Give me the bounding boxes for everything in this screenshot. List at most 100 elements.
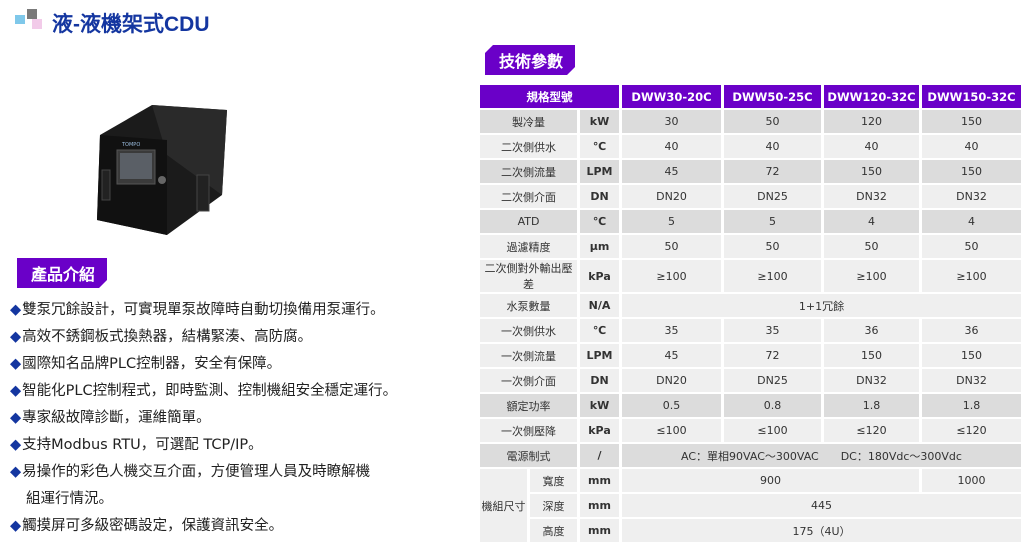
feature-text: 專家級故障診斷，運維簡單。 — [22, 410, 211, 426]
intro-section-tag: 產品介紹 — [17, 258, 107, 288]
feature-item: ◆觸摸屏可多級密碼設定，保護資訊安全。 — [10, 513, 397, 540]
table-cell: 150 — [922, 160, 1021, 183]
table-row: 二次側對外輸出壓差 kPa ≥100 ≥100 ≥100 ≥100 — [480, 260, 1021, 292]
table-cell: 寬度 — [530, 469, 577, 492]
table-cell: 二次側對外輸出壓差 — [480, 260, 577, 292]
table-cell: mm — [580, 494, 619, 517]
table-cell: kPa — [580, 419, 619, 442]
table-cell: 機組尺寸 — [480, 469, 527, 542]
table-cell: 0.8 — [724, 394, 821, 417]
table-cell: 50 — [724, 110, 821, 133]
table-cell: DN32 — [824, 185, 919, 208]
table-cell: 35 — [724, 319, 821, 342]
table-cell: 0.5 — [622, 394, 721, 417]
table-cell: 150 — [824, 344, 919, 367]
table-cell: 一次側供水 — [480, 319, 577, 342]
table-cell: 5 — [724, 210, 821, 233]
table-cell: 175（4U） — [622, 519, 1021, 542]
table-cell: DN20 — [622, 369, 721, 392]
table-header-cell: DWW50-25C — [724, 85, 821, 108]
table-cell: 額定功率 — [480, 394, 577, 417]
table-cell: ℃ — [580, 135, 619, 158]
feature-item: ◆國際知名品牌PLC控制器，安全有保障。 — [10, 351, 397, 378]
feature-list: ◆雙泵冗餘設計，可實現單泵故障時自動切換備用泵運行。 ◆高效不銹鋼板式換熱器，結構… — [10, 297, 397, 540]
table-cell: DN25 — [724, 185, 821, 208]
table-cell: 1+1冗餘 — [622, 294, 1021, 317]
feature-item: ◆易操作的彩色人機交互介面，方便管理人員及時瞭解機 — [10, 459, 397, 486]
table-row: 一次側介面 DN DN20 DN25 DN32 DN32 — [480, 369, 1021, 392]
table-cell: 水泵數量 — [480, 294, 577, 317]
table-cell: 一次側流量 — [480, 344, 577, 367]
table-cell: 1000 — [922, 469, 1021, 492]
table-cell: 120 — [824, 110, 919, 133]
table-cell: 36 — [824, 319, 919, 342]
table-cell: kW — [580, 110, 619, 133]
table-cell: mm — [580, 519, 619, 542]
table-cell: DN32 — [922, 369, 1021, 392]
table-cell: 30 — [622, 110, 721, 133]
diamond-bullet-icon: ◆ — [10, 356, 22, 372]
table-cell: N/A — [580, 294, 619, 317]
feature-text: 組運行情況。 — [26, 491, 113, 507]
table-cell: ≥100 — [724, 260, 821, 292]
logo-icon — [15, 9, 43, 31]
feature-item: ◆專家級故障診斷，運維簡單。 — [10, 405, 397, 432]
table-cell: DN25 — [724, 369, 821, 392]
diamond-bullet-icon: ◆ — [10, 383, 22, 399]
diamond-bullet-icon: ◆ — [10, 302, 22, 318]
svg-text:TOMPO: TOMPO — [121, 142, 140, 148]
table-cell: 50 — [922, 235, 1021, 258]
diamond-bullet-icon: ◆ — [10, 329, 22, 345]
table-cell: AC：單相90VAC～300VAC DC：180Vdc～300Vdc — [622, 444, 1021, 467]
table-cell: ≤100 — [622, 419, 721, 442]
table-cell: 45 — [622, 344, 721, 367]
table-cell: DN32 — [922, 185, 1021, 208]
table-cell: DN32 — [824, 369, 919, 392]
table-cell: μm — [580, 235, 619, 258]
table-cell: 50 — [622, 235, 721, 258]
table-cell: LPM — [580, 160, 619, 183]
table-cell: 深度 — [530, 494, 577, 517]
table-cell: / — [580, 444, 619, 467]
table-cell: 50 — [724, 235, 821, 258]
table-header-cell: DWW30-20C — [622, 85, 721, 108]
table-row: 電源制式 / AC：單相90VAC～300VAC DC：180Vdc～300Vdc — [480, 444, 1021, 467]
table-cell: 50 — [824, 235, 919, 258]
table-row: 額定功率 kW 0.5 0.8 1.8 1.8 — [480, 394, 1021, 417]
table-cell: 4 — [922, 210, 1021, 233]
table-header-cell: DWW150-32C — [922, 85, 1021, 108]
table-cell: 900 — [622, 469, 919, 492]
table-cell: 5 — [622, 210, 721, 233]
feature-item: ◆雙泵冗餘設計，可實現單泵故障時自動切換備用泵運行。 — [10, 297, 397, 324]
table-cell: DN — [580, 185, 619, 208]
feature-text: 雙泵冗餘設計，可實現單泵故障時自動切換備用泵運行。 — [22, 302, 385, 318]
table-row: 一次側供水 ℃ 35 35 36 36 — [480, 319, 1021, 342]
table-cell: 72 — [724, 160, 821, 183]
table-cell: 72 — [724, 344, 821, 367]
table-cell: ≥100 — [622, 260, 721, 292]
table-cell: ℃ — [580, 319, 619, 342]
table-cell: 40 — [724, 135, 821, 158]
feature-text: 易操作的彩色人機交互介面，方便管理人員及時瞭解機 — [22, 464, 371, 480]
table-cell: DN — [580, 369, 619, 392]
cdu-product-image: TOMPO — [97, 105, 227, 235]
table-cell: 電源制式 — [480, 444, 577, 467]
feature-text: 觸摸屏可多級密碼設定，保護資訊安全。 — [22, 518, 284, 534]
table-row: 高度 mm 175（4U） — [480, 519, 1021, 542]
feature-text: 支持Modbus RTU，可選配 TCP/IP。 — [22, 437, 263, 453]
spec-section-tag: 技術參數 — [485, 45, 575, 75]
spec-table: 規格型號 DWW30-20C DWW50-25C DWW120-32C DWW150-3… — [477, 83, 1024, 544]
table-row: 機組尺寸 寬度 mm 900 1000 — [480, 469, 1021, 542]
diamond-bullet-icon: ◆ — [10, 410, 22, 426]
table-row: 二次側流量 LPM 45 72 150 150 — [480, 160, 1021, 183]
table-cell: ATD — [480, 210, 577, 233]
table-header-row: 規格型號 DWW30-20C DWW50-25C DWW120-32C DWW150-3… — [480, 85, 1021, 108]
diamond-bullet-icon: ◆ — [10, 518, 22, 534]
page-title: 液-液機架式CDU — [52, 13, 210, 36]
table-row: ATD ℃ 5 5 4 4 — [480, 210, 1021, 233]
table-row: 二次側供水 ℃ 40 40 40 40 — [480, 135, 1021, 158]
table-cell: 一次側壓降 — [480, 419, 577, 442]
table-cell: kPa — [580, 260, 619, 292]
feature-text: 智能化PLC控制程式，即時監測、控制機組安全穩定運行。 — [22, 383, 398, 399]
table-cell: 45 — [622, 160, 721, 183]
